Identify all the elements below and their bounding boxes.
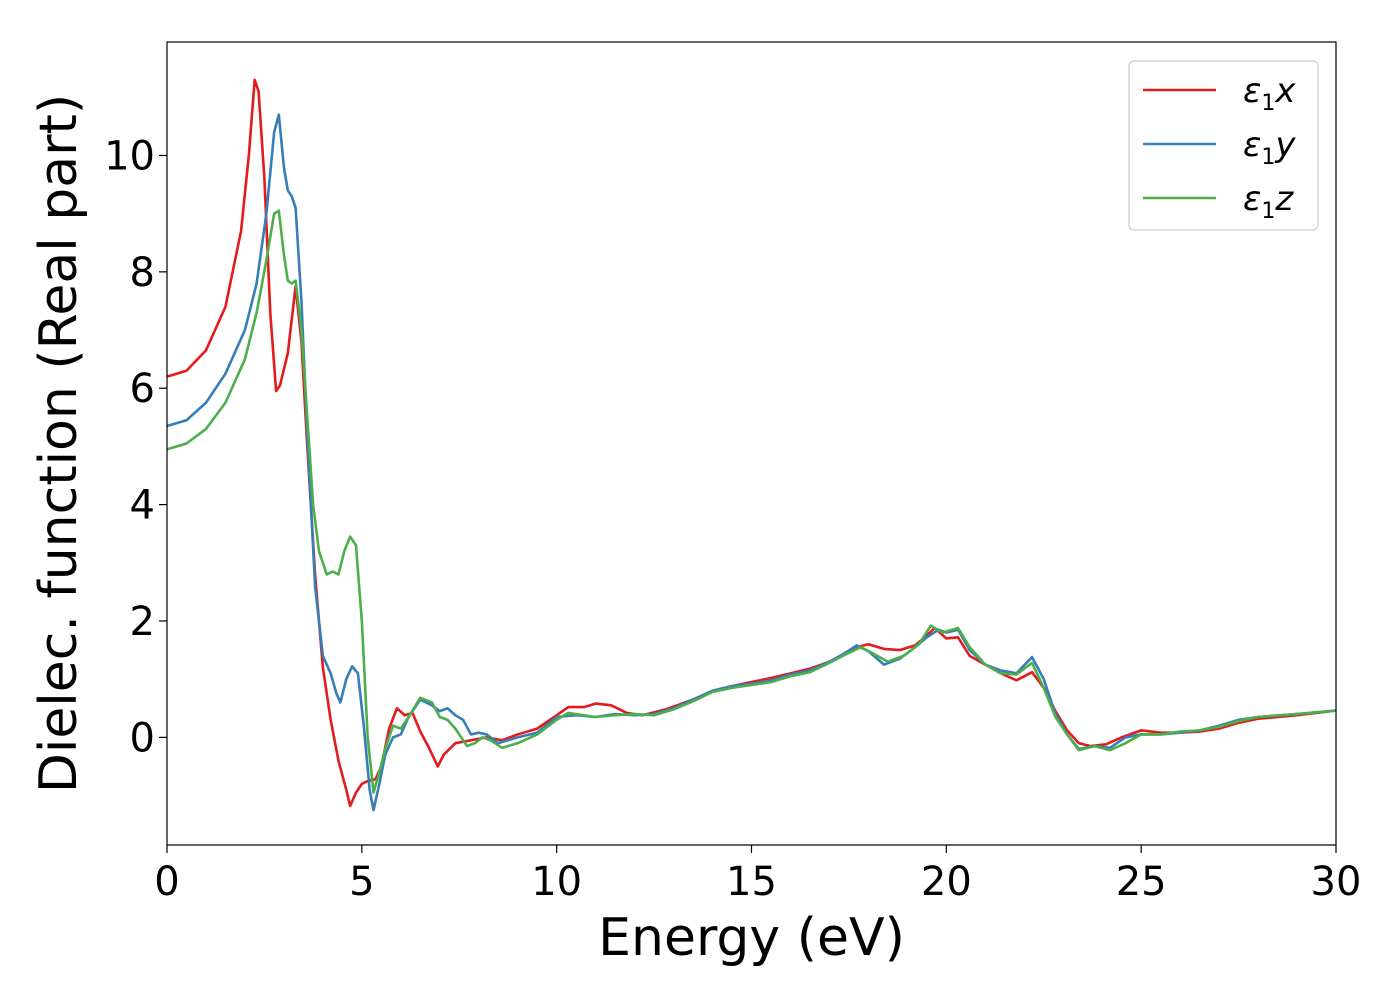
series-layer <box>167 78 1336 812</box>
y-tick-label: 2 <box>130 599 155 645</box>
y-tick-label: 0 <box>130 715 155 761</box>
legend-label-y: ε1y <box>1243 125 1296 170</box>
y-tick-label: 4 <box>130 483 155 529</box>
x-tick-label: 5 <box>349 859 374 905</box>
legend-label-z: ε1z <box>1243 179 1294 224</box>
ticks-layer: 0 5 10 15 20 25 30 0 2 4 6 8 10 <box>104 133 1361 905</box>
series-line-z <box>167 209 1336 794</box>
legend-box <box>1128 60 1319 231</box>
x-tick-label: 10 <box>531 859 582 905</box>
y-axis-label: Dielec. function (Real part) <box>29 94 89 793</box>
legend-label-x: ε1x <box>1243 71 1296 116</box>
x-tick-label: 25 <box>1116 859 1167 905</box>
y-tick-label: 10 <box>104 133 155 179</box>
x-tick-label: 30 <box>1311 859 1362 905</box>
x-tick-label: 15 <box>726 859 777 905</box>
legend: ε1x ε1y ε1z <box>1128 60 1319 231</box>
y-tick-label: 6 <box>130 366 155 412</box>
x-tick-label: 0 <box>154 859 179 905</box>
x-tick-label: 20 <box>921 859 972 905</box>
x-axis-label: Energy (eV) <box>598 908 905 968</box>
y-tick-label: 8 <box>130 250 155 296</box>
